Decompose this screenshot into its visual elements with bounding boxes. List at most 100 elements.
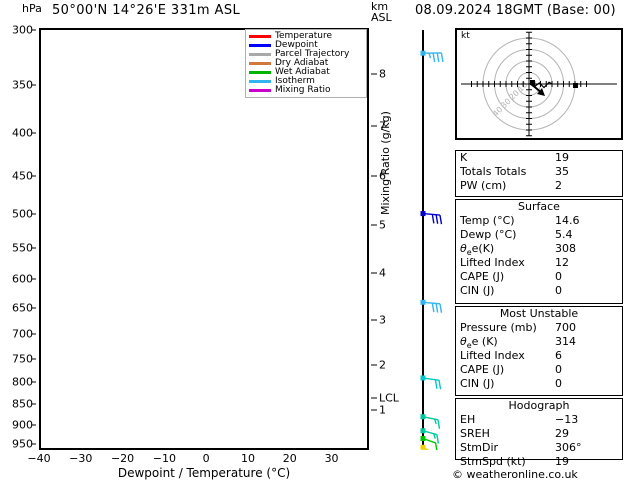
hodograph-unit-label: kt [461,31,470,41]
station-title: 50°00'N 14°26'E 331m ASL [52,3,241,18]
panel-row-label: K [460,151,468,164]
temperature-tick-label: 10 [240,452,255,465]
panel-row-label: CAPE (J) [460,363,505,376]
panel-row: CAPE (J) 0 [456,363,622,377]
wind-barb [420,444,435,458]
panel-row-value: 19 [555,455,569,468]
panel-row-value: 306° [555,441,582,454]
temperature-tick-label: −20 [110,452,135,465]
legend-swatch [249,44,271,47]
panel-row: K 19 [456,151,622,165]
panel-row-value: 14.6 [555,214,580,227]
pressure-unit-label: hPa [22,2,42,15]
panel-row: CAPE (J) 0 [456,270,622,284]
height-axis: 1 2 3 4 5 6 7 8 LCL [371,28,401,450]
legend-item: Wet Adiabat [249,68,363,77]
pressure-tick-mark [32,381,36,383]
pressure-tick-label: 350 [12,78,33,92]
hodograph-plot: 10 20 30 40 [455,28,623,140]
panel-row: Lifted Index 12 [456,256,622,270]
panel-row: Pressure (mb) 700 [456,321,622,335]
temperature-axis: −40 −30 −20 −10 0 10 20 30 [27,452,369,466]
temperature-tick-label: 30 [324,452,339,465]
panel-row-label: Pressure (mb) [460,321,537,334]
legend-item: Dry Adiabat [249,59,363,68]
panel-row-label: CIN (J) [460,284,495,297]
legend-item: Parcel Trajectory [249,50,363,59]
panel-row-value: 0 [555,284,562,297]
panel-indices: K 19 Totals Totals 35 PW (cm) 2 [455,150,623,197]
panel-row-label: CAPE (J) [460,270,505,283]
temperature-tick-label: −10 [152,452,176,465]
panel-row-value: 12 [555,256,569,269]
wind-barb [420,211,443,225]
panel-row: SREH 29 [456,427,622,441]
height-unit-label: km ASL [371,1,392,23]
pressure-tick-mark [32,307,36,309]
legend-item: Temperature [249,32,363,41]
legend-label: Isotherm [275,76,315,86]
pressure-axis: 300 350 400 450 500 550 600 650 700 750 800 850 900 9… [0,24,36,451]
height-tick-label: 5 [379,218,386,232]
pressure-tick-mark [32,84,36,86]
height-tick-label: 6 [379,169,386,183]
legend-swatch [249,62,271,65]
height-tick-mark [371,364,377,366]
wind-barb [420,299,443,313]
pressure-tick-label: 450 [12,169,33,183]
pressure-tick-mark [32,443,36,445]
legend-label: Dry Adiabat [275,58,329,68]
panel-row-value: 0 [555,270,562,283]
panel-row: θee(K) 308 [456,242,622,257]
wind-barb [420,428,440,444]
panel-row-label: StmSpd (kt) [460,455,526,468]
panel-row: StmDir 306° [456,441,622,455]
height-unit-line1: km [371,0,389,13]
pressure-tick-label: 400 [12,126,33,140]
temperature-tick-label: 0 [202,452,210,465]
legend-swatch [249,89,271,92]
panel-most-unstable: Most Unstable Pressure (mb) 700 θee (K) 314 L… [455,306,623,396]
panel-row: CIN (J) 0 [456,284,622,298]
wind-barb-column [401,28,447,458]
panel-title: Most Unstable [499,307,579,320]
legend-label: Wet Adiabat [275,67,330,77]
panel-row-label: StmDir [460,441,499,454]
mixing-ratio-axis-label: Mixing Ratio (g/kg) [379,111,392,215]
panel-row-value: −13 [555,413,579,426]
panel-row-value: 5.4 [555,228,573,241]
panel-row-value: 314 [555,335,576,348]
temperature-tick-label: −40 [27,452,51,465]
height-tick-mark [371,319,377,321]
datetime-title: 08.09.2024 18GMT (Base: 00) [415,3,616,18]
height-tick-mark [371,272,377,274]
temperature-tick-label: −30 [69,452,93,465]
height-tick-mark [371,73,377,75]
panel-row: PW (cm) 2 [456,179,622,193]
height-tick-label: 1 [379,403,386,417]
pressure-tick-mark [32,403,36,405]
pressure-tick-label: 600 [12,272,33,286]
panel-row-label: PW (cm) [460,179,507,192]
pressure-tick-label: 950 [12,437,33,451]
copyright-text: © weatheronline.co.uk [452,468,578,481]
height-unit-line2: ASL [371,11,392,24]
pressure-tick-mark [32,175,36,177]
panel-title: Surface [518,200,560,213]
wind-barb [420,375,442,390]
panel-row-value: 6 [555,349,562,362]
panel-hodograph-stats: Hodograph EH −13 SREH 29 StmDir 306° StmSpd (kt… [455,398,623,468]
height-tick-mark [371,125,377,127]
panel-row-value: 2 [555,179,562,192]
height-tick-mark [371,409,377,411]
panel-row: EH −13 [456,413,622,427]
panel-row: Dewp (°C) 5.4 [456,228,622,242]
panel-row: StmSpd (kt) 19 [456,455,622,469]
lcl-tick-mark [371,397,377,399]
height-tick-mark [371,175,377,177]
legend: Temperature Dewpoint Parcel Trajectory Dry … [245,29,367,98]
pressure-tick-mark [32,424,36,426]
legend-label: Mixing Ratio [275,85,331,95]
skewt-plot-frame [39,28,369,450]
